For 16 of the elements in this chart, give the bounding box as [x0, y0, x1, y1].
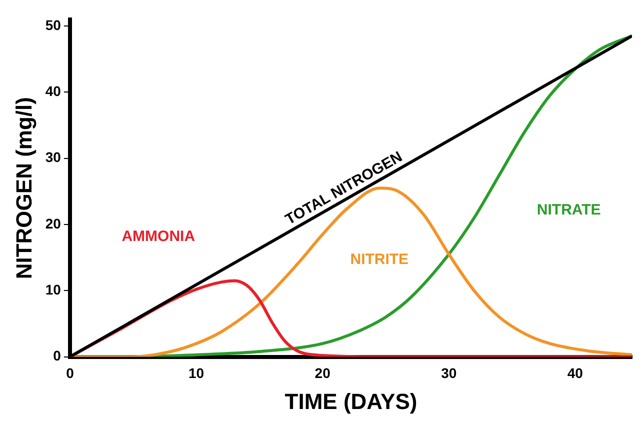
- x-axis-title: TIME (DAYS): [284, 388, 418, 414]
- x-tick-label: 40: [567, 365, 584, 382]
- y-tick-label: 40: [45, 83, 62, 100]
- text: AMMONIA: [122, 228, 196, 245]
- x-tick-label: 30: [441, 365, 457, 382]
- x-tick-label: 0: [66, 365, 74, 382]
- y-tick-label: 0: [53, 348, 62, 364]
- y-tick-label: 50: [45, 16, 62, 33]
- y-tick-label: 10: [45, 282, 62, 298]
- x-tick-label: 10: [188, 365, 204, 382]
- y-tick-label: 30: [45, 149, 62, 166]
- text: NITRATE: [536, 202, 601, 219]
- y-tick-label: 20: [45, 215, 62, 232]
- text: NITRITE: [350, 251, 409, 268]
- x-tick-label: 20: [314, 365, 331, 382]
- y-axis-title: NITROGEN (mg/l): [11, 97, 36, 280]
